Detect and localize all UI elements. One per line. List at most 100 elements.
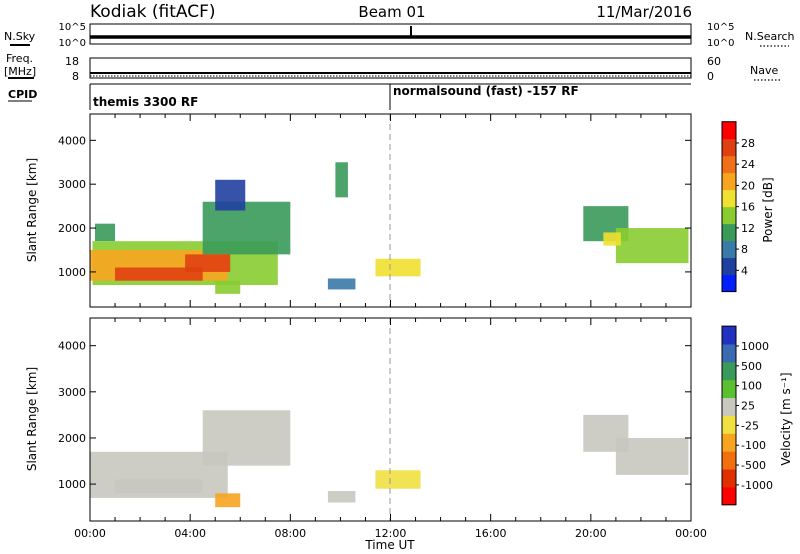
velocity-colorbar-label-3: 25 — [741, 400, 755, 413]
radar-title: Kodiak (fitACF) — [90, 2, 216, 22]
power-colorbar-label-1: 8 — [741, 243, 748, 256]
power-ytick-label-3: 4000 — [58, 134, 86, 147]
freq-tick-bottom: 8 — [72, 70, 79, 83]
power-colorbar-swatch-1 — [722, 257, 736, 276]
velocity-cell-3 — [215, 493, 241, 508]
power-cell-12 — [615, 228, 689, 264]
velocity-colorbar-swatch-1 — [722, 469, 736, 488]
power-colorbar-label: Power [dB] — [761, 177, 775, 242]
power-cell-13 — [603, 232, 621, 246]
power-colorbar-label-6: 28 — [741, 137, 755, 150]
freq-label-1: Freq. — [6, 52, 33, 65]
power-colorbar-label-2: 12 — [741, 222, 755, 235]
velocity-colorbar-frame — [721, 325, 737, 506]
velocity-ytick-label-2: 3000 — [58, 386, 86, 399]
velocity-cell-4 — [327, 491, 356, 503]
freq-tick-top: 18 — [65, 55, 79, 68]
power-colorbar: 4 8 12 16 20 24 28 — [721, 121, 755, 293]
velocity-xtick-label-0: 00:00 — [74, 527, 106, 540]
velocity-colorbar-swatch-7 — [722, 361, 736, 381]
nsky-tick-bottom: 10^0 — [59, 38, 86, 49]
velocity-colorbar: 1000 500 100 25 -25 -100 -500 -1000 — [721, 325, 773, 506]
velocity-colorbar-label-7: -1000 — [741, 479, 773, 492]
power-yaxis: 1000 2000 3000 4000 — [58, 134, 691, 279]
power-colorbar-swatch-8 — [722, 138, 736, 157]
velocity-colorbar-swatch-0 — [722, 486, 736, 506]
velocity-colorbar-swatch-5 — [722, 397, 736, 416]
freq-panel: Freq. [MHz] 18 8 60 0 Nave — [4, 52, 780, 83]
velocity-xtick-label-3: 12:00 — [375, 527, 407, 540]
velocity-xaxis: 00:00 04:00 08:00 12:00 16:00 20:00 00:00 — [74, 318, 707, 540]
velocity-cell-7 — [615, 437, 689, 475]
power-colorbar-label-3: 16 — [741, 201, 755, 214]
power-ylabel: Slant Range [km] — [25, 158, 39, 262]
power-colorbar-label-5: 24 — [741, 158, 755, 171]
velocity-colorbar-swatch-6 — [722, 379, 736, 399]
power-cell-7 — [215, 280, 241, 294]
cpid-segment-2: normalsound (fast) -157 RF — [393, 84, 579, 98]
power-cell-9 — [335, 162, 348, 198]
nsearch-label: N.Search — [745, 30, 795, 43]
velocity-data-cells — [90, 318, 689, 521]
velocity-colorbar-swatch-4 — [722, 415, 736, 434]
velocity-xtick-label-6: 00:00 — [675, 527, 707, 540]
velocity-colorbar-swatch-9 — [722, 326, 736, 345]
nsky-tick-top: 10^5 — [59, 22, 86, 33]
freq-label-2: [MHz] — [4, 65, 36, 78]
power-colorbar-swatch-5 — [722, 189, 736, 208]
power-ytick-label-1: 2000 — [58, 222, 86, 235]
velocity-xtick-label-4: 16:00 — [475, 527, 507, 540]
velocity-panel: 1000 2000 3000 4000 00:00 04:00 08:00 12:00 16:… — [25, 317, 793, 552]
cpid-label: CPID — [8, 88, 37, 101]
velocity-colorbar-swatch-2 — [722, 451, 736, 470]
power-cell-4 — [185, 254, 231, 272]
velocity-colorbar-label-4: -25 — [741, 419, 759, 432]
velocity-cell-1 — [115, 479, 203, 494]
velocity-colorbar-label: Velocity [m s⁻¹] — [779, 372, 793, 465]
power-ytick-label-0: 1000 — [58, 266, 86, 279]
power-colorbar-swatch-6 — [722, 172, 736, 191]
power-cell-6 — [215, 179, 246, 211]
velocity-yaxis: 1000 2000 3000 4000 — [58, 340, 691, 491]
power-data-cells — [90, 114, 689, 307]
power-panel: 1000 2000 3000 4000 Slant Range [km] 4 8 12 16… — [25, 113, 775, 308]
velocity-colorbar-label-5: -100 — [741, 439, 766, 452]
power-cell-10 — [375, 258, 421, 277]
nsky-panel: N.Sky 10^5 10^0 10^5 10^0 N.Search — [4, 22, 795, 49]
velocity-colorbar-label-0: 1000 — [741, 340, 769, 353]
power-colorbar-swatch-0 — [722, 274, 736, 293]
velocity-colorbar-swatch-8 — [722, 343, 736, 363]
power-colorbar-swatch-4 — [722, 206, 736, 225]
velocity-ylabel: Slant Range [km] — [25, 367, 39, 471]
cpid-panel: CPID themis 3300 RF normalsound (fast) -… — [8, 83, 691, 110]
nave-label: Nave — [750, 64, 778, 77]
power-colorbar-label-4: 20 — [741, 179, 755, 192]
velocity-colorbar-label-2: 100 — [741, 380, 762, 393]
power-colorbar-swatch-9 — [722, 121, 736, 140]
nsearch-tick-top: 10^5 — [707, 22, 734, 33]
power-colorbar-swatch-7 — [722, 155, 736, 174]
time-axis-label: Time UT — [364, 538, 415, 552]
velocity-cell-2 — [202, 410, 291, 466]
cpid-segment-1: themis 3300 RF — [93, 95, 198, 109]
velocity-colorbar-label-1: 500 — [741, 360, 762, 373]
velocity-ytick-label-3: 4000 — [58, 340, 86, 353]
nave-tick-top: 60 — [707, 55, 721, 68]
power-colorbar-swatch-2 — [722, 240, 736, 259]
power-ytick-label-2: 3000 — [58, 178, 86, 191]
velocity-xtick-label-1: 04:00 — [174, 527, 206, 540]
velocity-ytick-label-1: 2000 — [58, 432, 86, 445]
velocity-cell-5 — [375, 470, 421, 489]
power-xaxis — [89, 114, 692, 307]
power-colorbar-label-0: 4 — [741, 264, 748, 277]
nave-tick-bottom: 0 — [707, 70, 714, 83]
velocity-xtick-label-2: 08:00 — [274, 527, 306, 540]
nsky-label: N.Sky — [4, 30, 36, 43]
nsearch-tick-bottom: 10^0 — [707, 38, 734, 49]
power-cell-8 — [327, 278, 356, 290]
power-cell-3 — [115, 267, 203, 281]
velocity-xtick-label-5: 20:00 — [575, 527, 607, 540]
power-cell-0 — [95, 223, 116, 242]
date-title: 11/Mar/2016 — [596, 3, 692, 21]
